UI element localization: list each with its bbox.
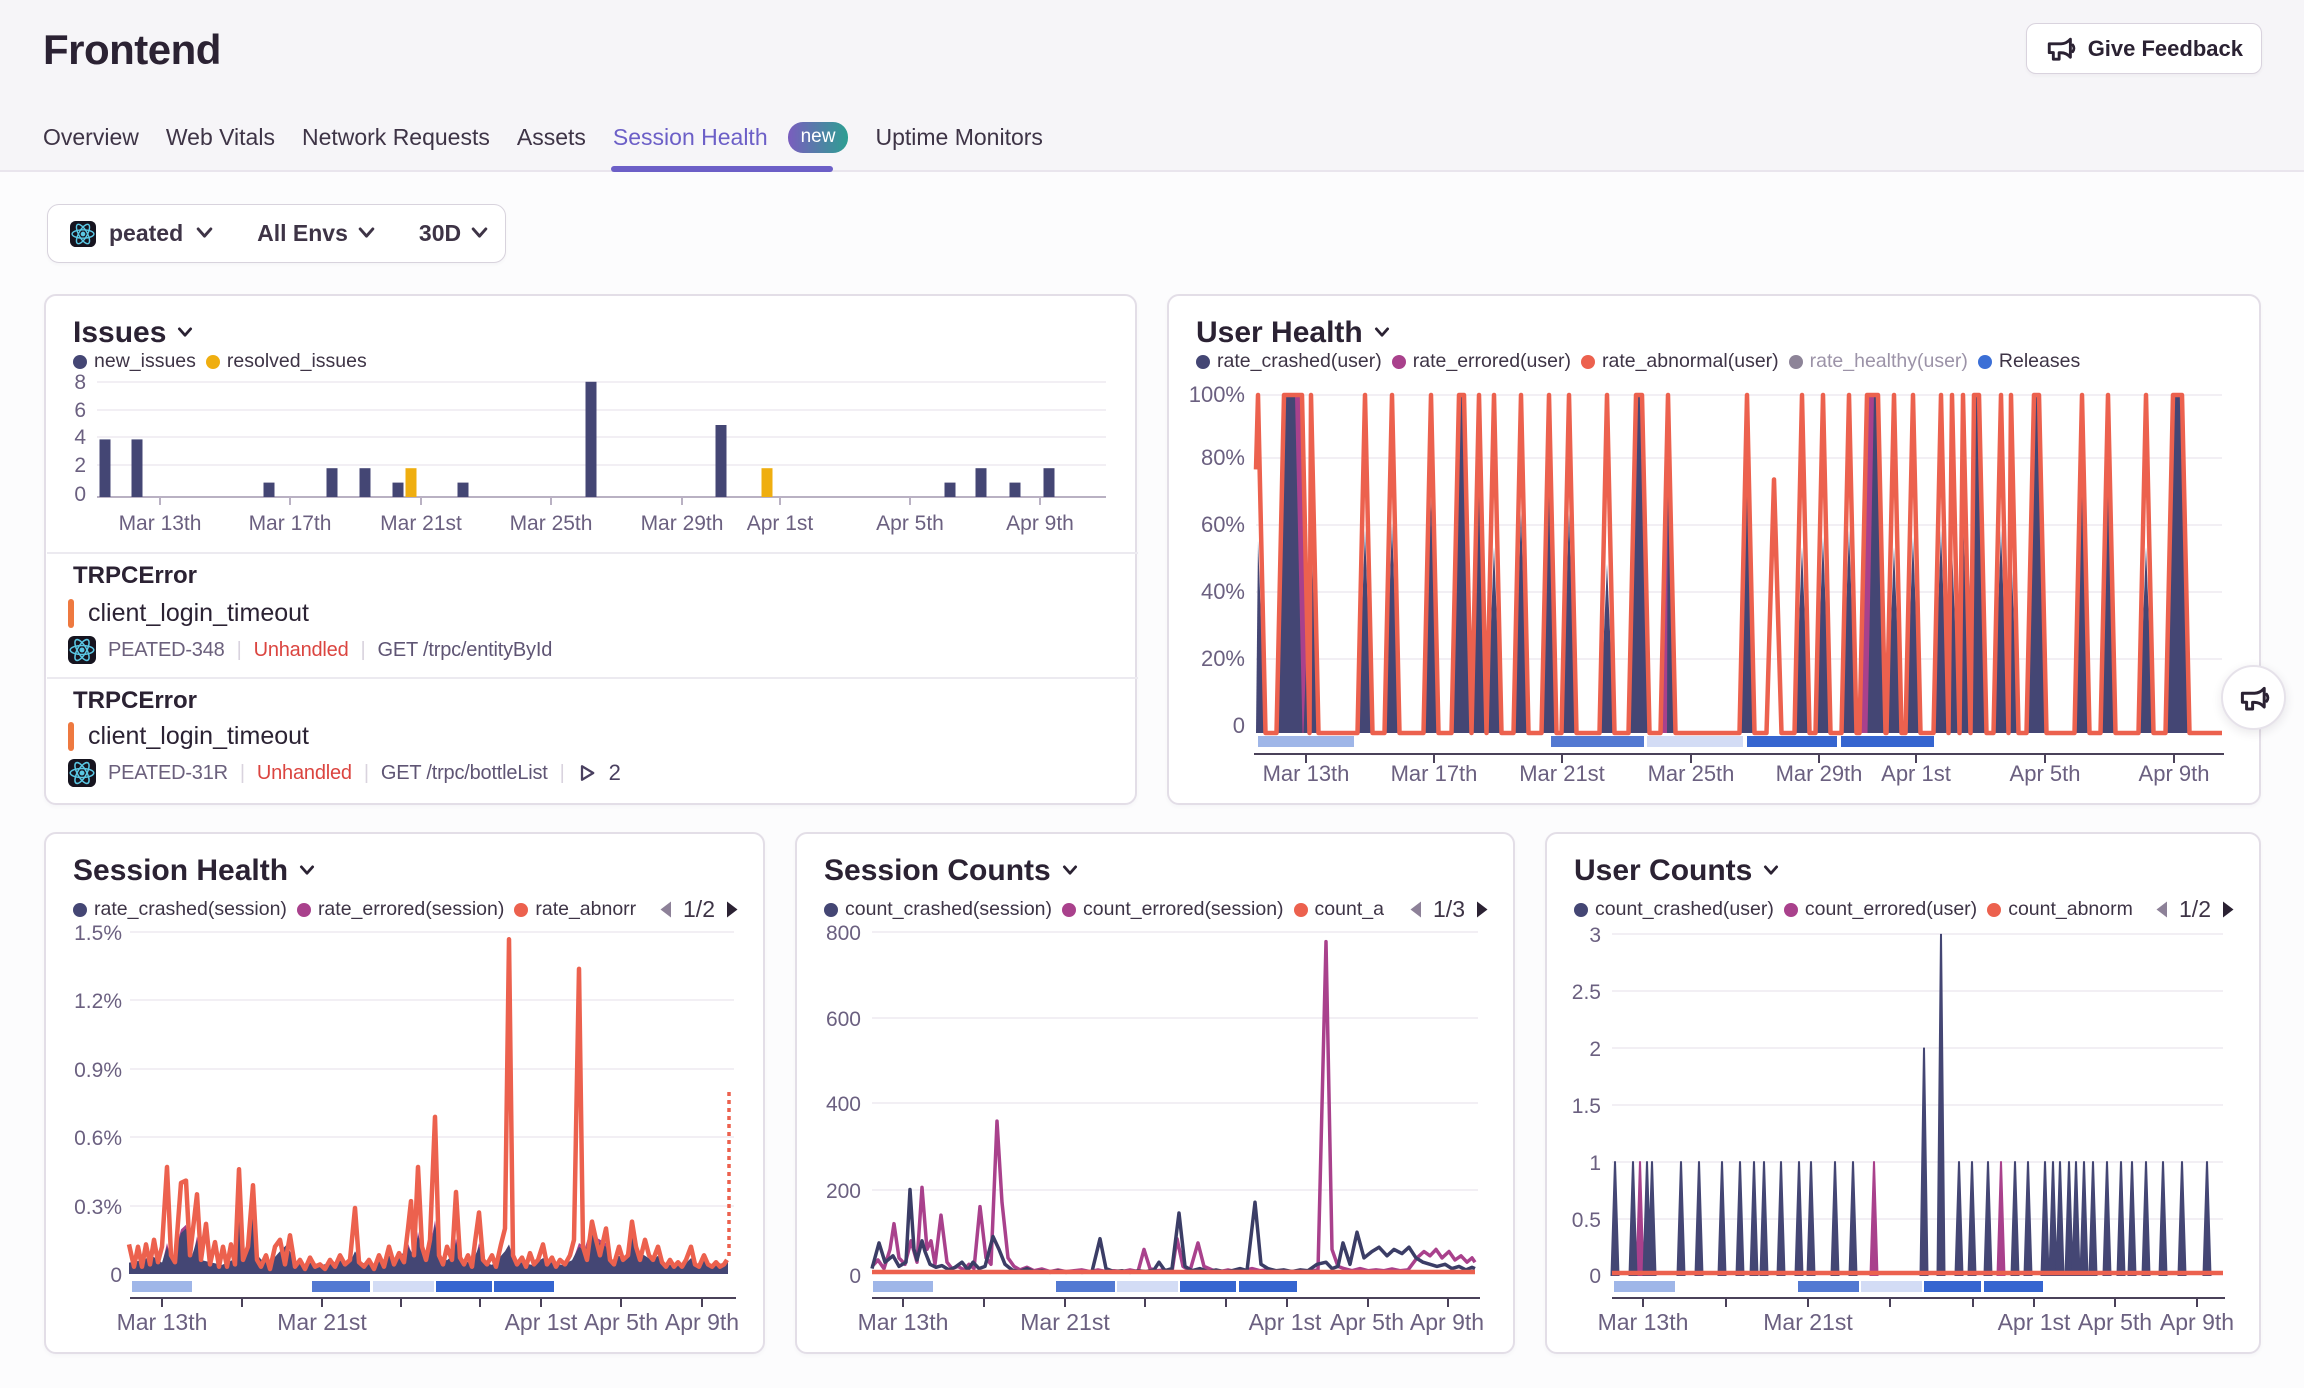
svg-text:1: 1 [1589, 1152, 1601, 1175]
svg-text:Apr 5th: Apr 5th [584, 1309, 658, 1335]
svg-text:1.5%: 1.5% [74, 922, 122, 945]
svg-text:Mar 21st: Mar 21st [380, 512, 462, 535]
svg-text:Mar 21st: Mar 21st [1519, 761, 1605, 786]
svg-text:Apr 5th: Apr 5th [1330, 1309, 1404, 1335]
svg-text:Apr 1st: Apr 1st [505, 1309, 578, 1335]
svg-text:60%: 60% [1201, 512, 1245, 537]
svg-text:Apr 9th: Apr 9th [665, 1309, 739, 1335]
svg-text:0: 0 [1589, 1265, 1601, 1288]
svg-text:Apr 5th: Apr 5th [876, 512, 944, 535]
svg-text:Mar 17th: Mar 17th [249, 512, 332, 535]
svg-text:Apr 1st: Apr 1st [747, 512, 814, 535]
svg-text:Apr 1st: Apr 1st [1881, 761, 1951, 786]
svg-text:800: 800 [826, 922, 861, 945]
svg-text:Apr 5th: Apr 5th [2010, 761, 2081, 786]
svg-text:Mar 21st: Mar 21st [1020, 1309, 1110, 1335]
svg-text:1.2%: 1.2% [74, 990, 122, 1013]
svg-text:Mar 13th: Mar 13th [119, 512, 202, 535]
svg-text:Apr 1st: Apr 1st [1249, 1309, 1322, 1335]
svg-text:0: 0 [74, 483, 86, 506]
svg-text:0: 0 [849, 1265, 861, 1288]
svg-text:2.5: 2.5 [1572, 981, 1601, 1004]
svg-text:Mar 29th: Mar 29th [1776, 761, 1863, 786]
svg-text:2: 2 [1589, 1038, 1601, 1061]
svg-text:Mar 17th: Mar 17th [1391, 761, 1478, 786]
svg-text:4: 4 [74, 426, 86, 449]
svg-text:40%: 40% [1201, 579, 1245, 604]
svg-text:2: 2 [74, 454, 86, 477]
svg-text:Mar 13th: Mar 13th [117, 1309, 208, 1335]
svg-text:0.5: 0.5 [1572, 1209, 1601, 1232]
svg-text:Mar 25th: Mar 25th [1648, 761, 1735, 786]
svg-text:1.5: 1.5 [1572, 1095, 1601, 1118]
svg-text:Apr 9th: Apr 9th [2160, 1309, 2234, 1335]
svg-text:Mar 29th: Mar 29th [641, 512, 724, 535]
svg-text:Mar 21st: Mar 21st [1763, 1309, 1853, 1335]
svg-text:80%: 80% [1201, 445, 1245, 470]
svg-text:0.9%: 0.9% [74, 1059, 122, 1082]
svg-text:3: 3 [1589, 924, 1601, 947]
svg-text:Apr 1st: Apr 1st [1998, 1309, 2071, 1335]
svg-text:Mar 13th: Mar 13th [1598, 1309, 1689, 1335]
svg-text:0: 0 [1233, 713, 1245, 738]
svg-text:Mar 13th: Mar 13th [1263, 761, 1350, 786]
svg-text:Apr 9th: Apr 9th [2139, 761, 2210, 786]
svg-text:400: 400 [826, 1093, 861, 1116]
svg-text:600: 600 [826, 1008, 861, 1031]
svg-text:0.3%: 0.3% [74, 1196, 122, 1219]
svg-text:100%: 100% [1189, 382, 1245, 407]
svg-text:Mar 25th: Mar 25th [510, 512, 593, 535]
svg-text:200: 200 [826, 1180, 861, 1203]
svg-text:Mar 21st: Mar 21st [277, 1309, 367, 1335]
svg-text:6: 6 [74, 399, 86, 422]
svg-text:Apr 9th: Apr 9th [1410, 1309, 1484, 1335]
svg-text:Mar 13th: Mar 13th [858, 1309, 949, 1335]
svg-text:Apr 5th: Apr 5th [2078, 1309, 2152, 1335]
svg-text:8: 8 [74, 371, 86, 394]
svg-text:0: 0 [110, 1264, 122, 1287]
svg-text:20%: 20% [1201, 646, 1245, 671]
svg-text:Apr 9th: Apr 9th [1006, 512, 1074, 535]
svg-text:0.6%: 0.6% [74, 1127, 122, 1150]
